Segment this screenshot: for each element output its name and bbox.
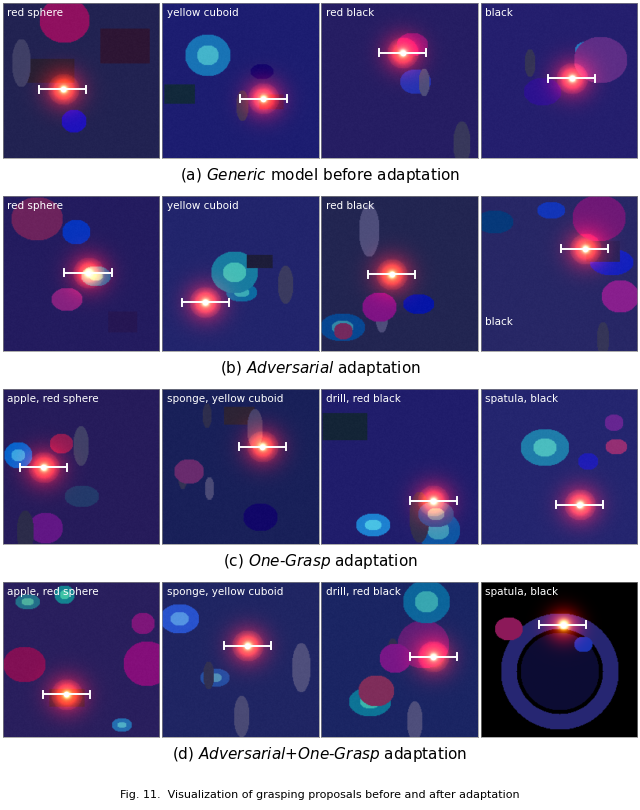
Text: (a) $\mathit{Generic}$ model before adaptation: (a) $\mathit{Generic}$ model before adap… — [180, 167, 460, 185]
Text: sponge, yellow cuboid: sponge, yellow cuboid — [166, 586, 283, 597]
Text: red sphere: red sphere — [7, 8, 63, 18]
Text: red black: red black — [326, 201, 374, 211]
Text: (d) $\mathit{Adversarial}$+$\mathit{One}$-$\mathit{Grasp}$ adaptation: (d) $\mathit{Adversarial}$+$\mathit{One}… — [172, 745, 468, 765]
Text: black: black — [485, 317, 513, 327]
Text: (c) $\mathit{One}$-$\mathit{Grasp}$ adaptation: (c) $\mathit{One}$-$\mathit{Grasp}$ adap… — [223, 552, 417, 571]
Text: sponge, yellow cuboid: sponge, yellow cuboid — [166, 394, 283, 404]
Text: spatula, black: spatula, black — [485, 394, 559, 404]
Text: red black: red black — [326, 8, 374, 18]
Text: Fig. 11.  Visualization of grasping proposals before and after adaptation: Fig. 11. Visualization of grasping propo… — [120, 791, 520, 800]
Text: apple, red sphere: apple, red sphere — [7, 586, 99, 597]
Text: black: black — [485, 8, 513, 18]
Text: yellow cuboid: yellow cuboid — [166, 8, 238, 18]
Text: spatula, black: spatula, black — [485, 586, 559, 597]
Text: drill, red black: drill, red black — [326, 394, 401, 404]
Text: apple, red sphere: apple, red sphere — [7, 394, 99, 404]
Text: red sphere: red sphere — [7, 201, 63, 211]
Text: yellow cuboid: yellow cuboid — [166, 201, 238, 211]
Text: (b) $\mathit{Adversarial}$ adaptation: (b) $\mathit{Adversarial}$ adaptation — [220, 360, 420, 378]
Text: drill, red black: drill, red black — [326, 586, 401, 597]
